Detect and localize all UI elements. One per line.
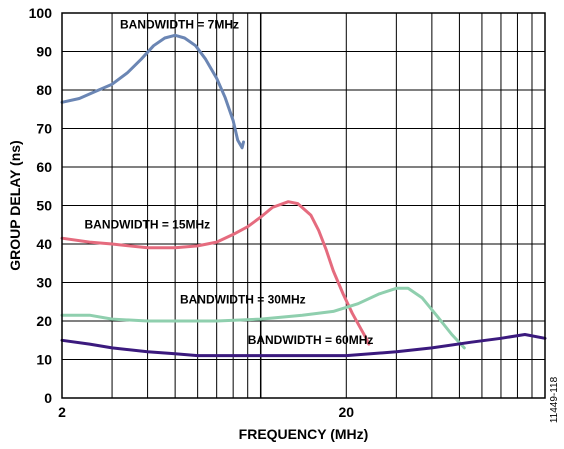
x-tick-label: 20 bbox=[339, 404, 355, 420]
series-line-1 bbox=[60, 33, 245, 150]
series-line-3 bbox=[60, 286, 466, 350]
plot-frame bbox=[61, 12, 546, 399]
y-tick-label: 20 bbox=[36, 313, 52, 329]
y-tick-label: 60 bbox=[36, 159, 52, 175]
series-annotations: BANDWIDTH = 7MHz BANDWIDTH = 15MHz BANDWID… bbox=[85, 17, 374, 347]
x-axis-label: FREQUENCY (MHz) bbox=[239, 426, 369, 442]
series-annotation-2: BANDWIDTH = 15MHz bbox=[85, 218, 211, 232]
grid bbox=[62, 13, 545, 398]
y-tick-label: 70 bbox=[36, 121, 52, 137]
y-axis-label: GROUP DELAY (ns) bbox=[7, 140, 23, 270]
series-annotation-1: BANDWIDTH = 7MHz bbox=[120, 17, 239, 31]
y-tick-label: 40 bbox=[36, 236, 52, 252]
series-line-4 bbox=[60, 333, 547, 358]
series-annotation-3: BANDWIDTH = 30MHz bbox=[180, 293, 306, 307]
series-annotation-4: BANDWIDTH = 60MHz bbox=[248, 333, 374, 347]
y-tick-label: 30 bbox=[36, 275, 52, 291]
series-line-2 bbox=[60, 200, 371, 346]
figure-id: 11449-118 bbox=[549, 376, 560, 423]
y-tick-labels: 0 10 20 30 40 50 60 70 80 90 100 bbox=[29, 5, 53, 406]
y-tick-label: 100 bbox=[29, 5, 53, 21]
y-tick-label: 10 bbox=[36, 352, 52, 368]
series-lines bbox=[60, 33, 547, 358]
x-tick-label: 2 bbox=[58, 404, 66, 420]
y-tick-label: 0 bbox=[44, 390, 52, 406]
y-tick-label: 50 bbox=[36, 198, 52, 214]
y-tick-label: 90 bbox=[36, 44, 52, 60]
y-tick-label: 80 bbox=[36, 82, 52, 98]
x-tick-labels: 2 20 bbox=[58, 404, 354, 420]
